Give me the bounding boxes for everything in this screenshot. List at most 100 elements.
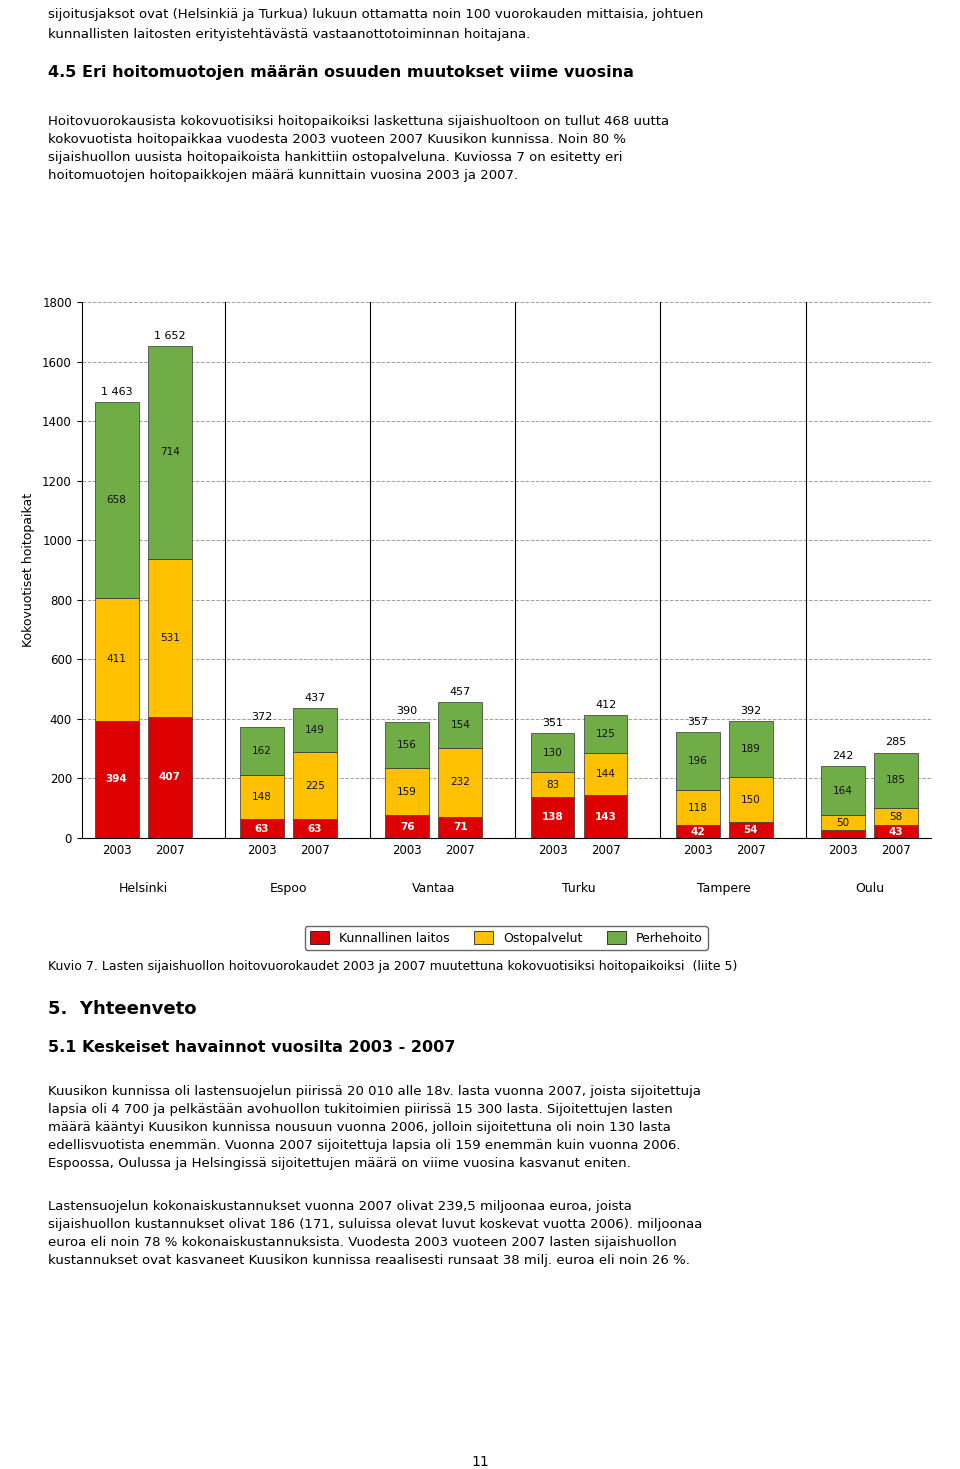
Text: 50: 50 [836, 818, 850, 827]
Text: 149: 149 [305, 726, 324, 734]
Text: 125: 125 [595, 729, 615, 739]
Bar [875, 808, 918, 826]
Bar [95, 598, 138, 721]
Text: 189: 189 [741, 745, 760, 754]
Text: Oulu: Oulu [855, 883, 884, 896]
Text: 54: 54 [744, 826, 758, 834]
Text: 154: 154 [450, 720, 470, 730]
Text: 196: 196 [688, 757, 708, 767]
Bar [821, 767, 865, 815]
Text: 42: 42 [690, 827, 706, 837]
Text: 83: 83 [546, 780, 559, 789]
Text: 658: 658 [107, 495, 127, 505]
Bar [293, 820, 337, 837]
Bar [95, 403, 138, 598]
Bar [439, 817, 482, 837]
Bar [875, 752, 918, 808]
Bar [240, 776, 284, 820]
Bar [821, 815, 865, 830]
Text: sijaishuollon uusista hoitopaikoista hankittiin ostopalveluna. Kuviossa 7 on esi: sijaishuollon uusista hoitopaikoista han… [48, 151, 622, 165]
Bar [148, 558, 192, 717]
Bar [676, 790, 720, 826]
Text: 5.  Yhteenveto: 5. Yhteenveto [48, 1000, 197, 1018]
Text: 63: 63 [254, 824, 269, 833]
Text: 390: 390 [396, 707, 418, 717]
Text: 411: 411 [107, 655, 127, 664]
Text: 185: 185 [886, 776, 906, 786]
Text: Lastensuojelun kokonaiskustannukset vuonna 2007 olivat 239,5 miljoonaa euroa, jo: Lastensuojelun kokonaiskustannukset vuon… [48, 1200, 632, 1213]
Bar [385, 768, 429, 815]
Text: 285: 285 [885, 737, 907, 748]
Bar [584, 715, 628, 752]
Bar [531, 773, 574, 796]
Bar [439, 702, 482, 748]
Text: 457: 457 [449, 686, 471, 696]
Text: Hoitovuorokausista kokovuotisiksi hoitopaikoiksi laskettuna sijaishuoltoon on tu: Hoitovuorokausista kokovuotisiksi hoitop… [48, 115, 669, 128]
Text: 1 652: 1 652 [154, 331, 185, 341]
Bar [385, 815, 429, 837]
Bar [729, 721, 773, 777]
Bar [293, 708, 337, 752]
Text: 58: 58 [890, 811, 902, 821]
Text: 232: 232 [450, 777, 470, 787]
Text: 225: 225 [305, 780, 324, 790]
Text: 372: 372 [252, 711, 273, 721]
Text: 156: 156 [397, 740, 418, 749]
Bar [531, 796, 574, 837]
Text: 412: 412 [595, 699, 616, 710]
Text: 437: 437 [304, 692, 325, 702]
Legend: Kunnallinen laitos, Ostopalvelut, Perhehoito: Kunnallinen laitos, Ostopalvelut, Perheh… [305, 925, 708, 949]
Text: sijaishuollon kustannukset olivat 186 (171, suluissa olevat luvut koskevat vuott: sijaishuollon kustannukset olivat 186 (1… [48, 1218, 703, 1231]
Text: 357: 357 [687, 717, 708, 727]
Text: 143: 143 [594, 812, 616, 821]
Bar [240, 727, 284, 776]
Text: 714: 714 [159, 448, 180, 457]
Text: Helsinki: Helsinki [118, 883, 168, 896]
Bar [240, 820, 284, 837]
Text: 351: 351 [542, 718, 563, 729]
Text: 150: 150 [741, 795, 760, 805]
Text: 5.1 Keskeiset havainnot vuosilta 2003 - 2007: 5.1 Keskeiset havainnot vuosilta 2003 - … [48, 1040, 455, 1055]
Text: 11: 11 [471, 1454, 489, 1469]
Text: 118: 118 [688, 804, 708, 812]
Text: 138: 138 [541, 812, 564, 823]
Text: Kuusikon kunnissa oli lastensuojelun piirissä 20 010 alle 18v. lasta vuonna 2007: Kuusikon kunnissa oli lastensuojelun pii… [48, 1086, 701, 1097]
Text: 394: 394 [106, 774, 128, 784]
Bar [821, 830, 865, 837]
Text: 407: 407 [158, 773, 180, 783]
Text: edellisvuotista enemmän. Vuonna 2007 sijoitettuja lapsia oli 159 enemmän kuin vu: edellisvuotista enemmän. Vuonna 2007 sij… [48, 1138, 681, 1152]
Text: 164: 164 [833, 786, 853, 796]
Text: sijoitusjaksot ovat (Helsinkiä ja Turkua) lukuun ottamatta noin 100 vuorokauden : sijoitusjaksot ovat (Helsinkiä ja Turkua… [48, 7, 704, 21]
Bar [676, 826, 720, 837]
Text: 148: 148 [252, 792, 272, 802]
Text: 4.5 Eri hoitomuotojen määrän osuuden muutokset viime vuosina: 4.5 Eri hoitomuotojen määrän osuuden muu… [48, 65, 634, 79]
Bar [148, 347, 192, 558]
Text: euroa eli noin 78 % kokonaiskustannuksista. Vuodesta 2003 vuoteen 2007 lasten si: euroa eli noin 78 % kokonaiskustannuksis… [48, 1235, 677, 1249]
Bar [531, 733, 574, 773]
Text: 159: 159 [397, 787, 418, 796]
Bar [584, 795, 628, 837]
Text: 162: 162 [252, 746, 272, 757]
Text: Vantaa: Vantaa [412, 883, 455, 896]
Bar [95, 721, 138, 837]
Text: hoitomuotojen hoitopaikkojen määrä kunnittain vuosina 2003 ja 2007.: hoitomuotojen hoitopaikkojen määrä kunni… [48, 169, 518, 182]
Text: Espoo: Espoo [270, 883, 307, 896]
Bar [293, 752, 337, 820]
Text: 531: 531 [159, 633, 180, 643]
Bar [385, 721, 429, 768]
Bar [148, 717, 192, 837]
Text: 63: 63 [308, 824, 323, 833]
Text: 242: 242 [832, 751, 853, 761]
Text: Tampere: Tampere [698, 883, 752, 896]
Text: Kuvio 7. Lasten sijaishuollon hoitovuorokaudet 2003 ja 2007 muutettuna kokovuoti: Kuvio 7. Lasten sijaishuollon hoitovuoro… [48, 961, 737, 972]
Text: määrä kääntyi Kuusikon kunnissa nousuun vuonna 2006, jolloin sijoitettuna oli no: määrä kääntyi Kuusikon kunnissa nousuun … [48, 1121, 671, 1134]
Y-axis label: Kokovuotiset hoitopaikat: Kokovuotiset hoitopaikat [22, 494, 36, 646]
Text: Turku: Turku [563, 883, 596, 896]
Text: kokovuotista hoitopaikkaa vuodesta 2003 vuoteen 2007 Kuusikon kunnissa. Noin 80 : kokovuotista hoitopaikkaa vuodesta 2003 … [48, 134, 626, 145]
Bar [676, 732, 720, 790]
Text: lapsia oli 4 700 ja pelkästään avohuollon tukitoimien piirissä 15 300 lasta. Sij: lapsia oli 4 700 ja pelkästään avohuollo… [48, 1103, 673, 1116]
Text: 76: 76 [400, 821, 415, 831]
Bar [439, 748, 482, 817]
Bar [729, 823, 773, 837]
Bar [584, 752, 628, 795]
